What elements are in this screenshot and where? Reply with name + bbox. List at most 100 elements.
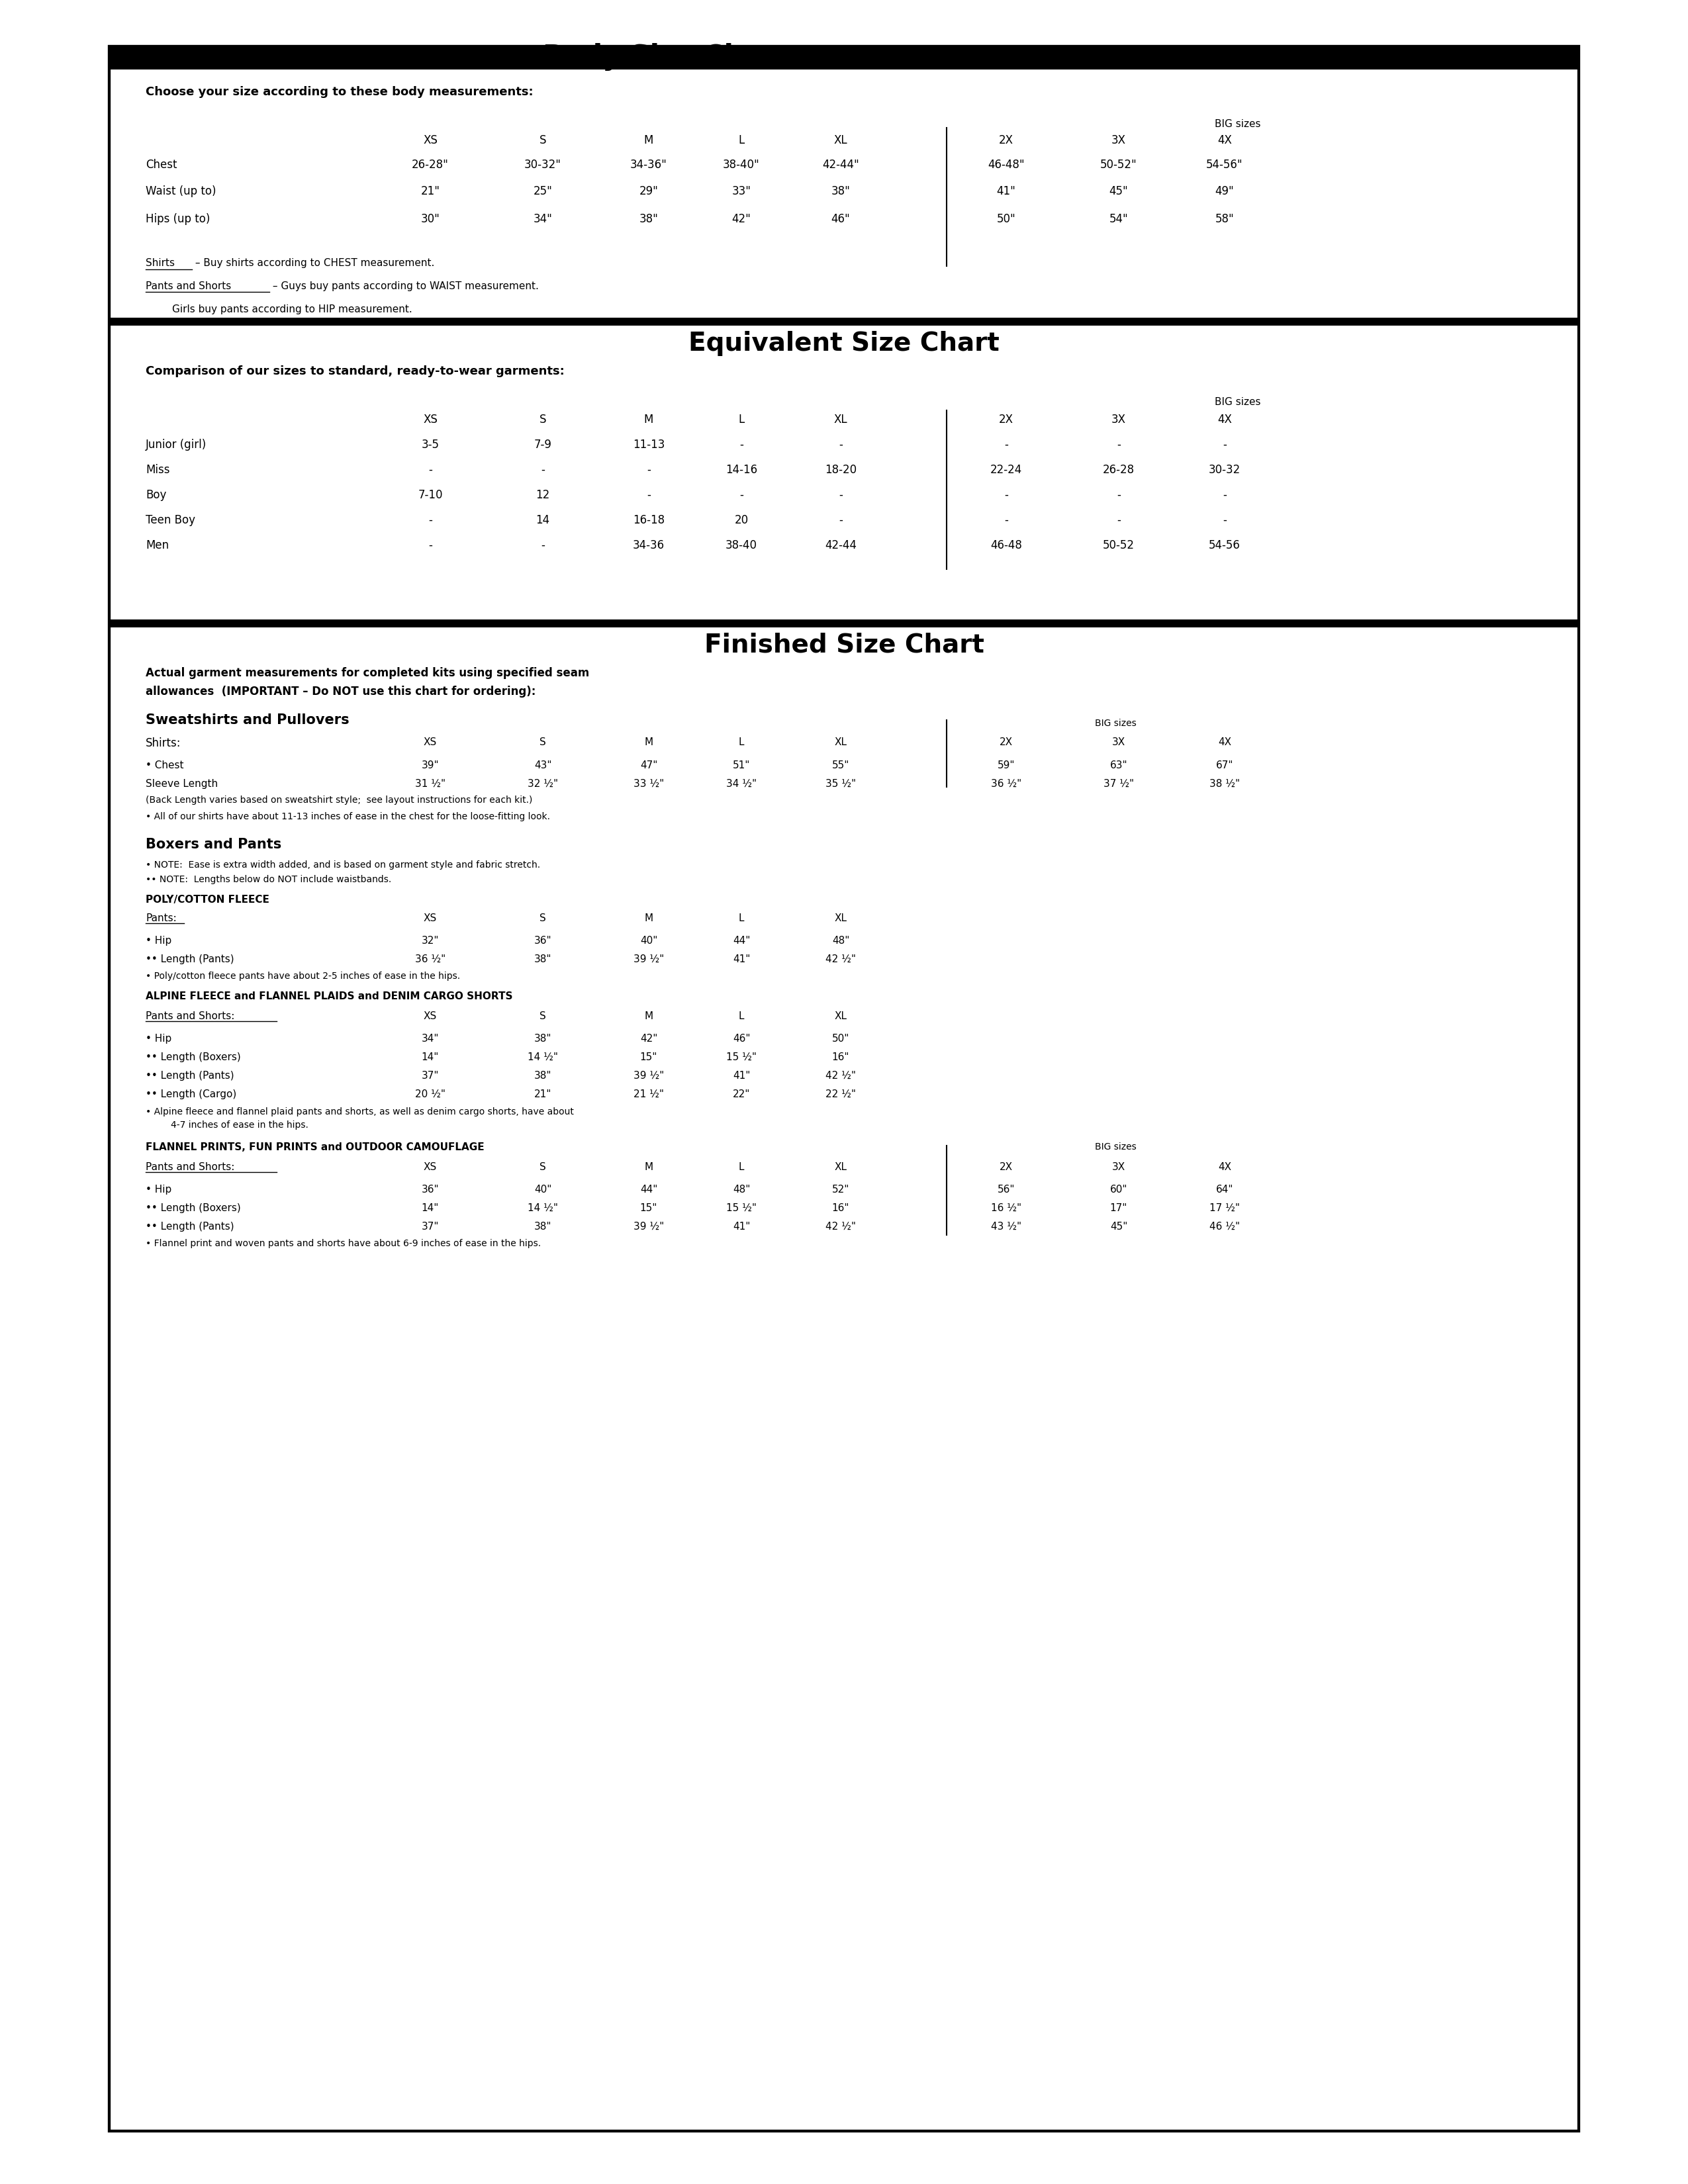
Text: 4X: 4X	[1219, 738, 1231, 747]
Text: -: -	[647, 463, 650, 476]
Text: 46-48": 46-48"	[987, 159, 1025, 170]
Text: 2X: 2X	[999, 135, 1013, 146]
Text: Pants and Shorts:: Pants and Shorts:	[145, 1162, 235, 1173]
Text: 29": 29"	[640, 186, 658, 197]
Text: Teen Boy: Teen Boy	[145, 513, 196, 526]
Text: 42": 42"	[640, 1033, 657, 1044]
Text: M: M	[645, 738, 653, 747]
Text: 46-48: 46-48	[991, 539, 1021, 550]
Text: -: -	[839, 489, 842, 500]
Text: S: S	[540, 738, 545, 747]
Text: 38": 38"	[533, 1033, 552, 1044]
Text: 59": 59"	[998, 760, 1014, 771]
Text: 38": 38"	[533, 954, 552, 965]
Text: 21": 21"	[420, 186, 441, 197]
Text: 33": 33"	[733, 186, 751, 197]
Text: • Poly/cotton fleece pants have about 2-5 inches of ease in the hips.: • Poly/cotton fleece pants have about 2-…	[145, 972, 461, 981]
Text: •• Length (Pants): •• Length (Pants)	[145, 1070, 235, 1081]
Text: POLY/COTTON FLEECE: POLY/COTTON FLEECE	[145, 895, 270, 904]
Text: 26-28: 26-28	[1102, 463, 1134, 476]
Text: 4X: 4X	[1217, 413, 1232, 426]
Text: -: -	[839, 513, 842, 526]
Text: 25": 25"	[533, 186, 552, 197]
Text: 51": 51"	[733, 760, 749, 771]
Text: 46 ½": 46 ½"	[1209, 1221, 1241, 1232]
Text: 16": 16"	[832, 1203, 849, 1212]
Text: 7-9: 7-9	[533, 439, 552, 450]
Text: – Buy shirts according to CHEST measurement.: – Buy shirts according to CHEST measurem…	[192, 258, 434, 269]
Text: XS: XS	[424, 738, 437, 747]
Text: 3X: 3X	[1111, 135, 1126, 146]
Text: •• Length (Boxers): •• Length (Boxers)	[145, 1203, 241, 1212]
Text: 40": 40"	[640, 935, 657, 946]
Text: 32": 32"	[422, 935, 439, 946]
Text: 14-16: 14-16	[726, 463, 758, 476]
Text: 26-28": 26-28"	[412, 159, 449, 170]
Bar	[110, 46, 1578, 70]
Text: XL: XL	[834, 738, 847, 747]
Text: – Guys buy pants according to WAIST measurement.: – Guys buy pants according to WAIST meas…	[270, 282, 538, 290]
Text: Choose your size according to these body measurements:: Choose your size according to these body…	[145, 85, 533, 98]
Text: 49": 49"	[1215, 186, 1234, 197]
Text: XL: XL	[834, 913, 847, 924]
Text: 52": 52"	[832, 1184, 849, 1195]
Text: 34-36: 34-36	[633, 539, 665, 550]
Text: BIG sizes: BIG sizes	[1215, 120, 1261, 129]
Text: • Hip: • Hip	[145, 1184, 172, 1195]
Text: 41": 41"	[996, 186, 1016, 197]
Text: Girls buy pants according to HIP measurement.: Girls buy pants according to HIP measure…	[172, 304, 412, 314]
Text: Haan Crafts: Haan Crafts	[152, 48, 270, 66]
Text: 3X: 3X	[1112, 1162, 1126, 1173]
Text: -: -	[1004, 489, 1008, 500]
Text: •• NOTE:  Lengths below do NOT include waistbands.: •• NOTE: Lengths below do NOT include wa…	[145, 876, 392, 885]
Text: 32 ½": 32 ½"	[528, 780, 559, 788]
Text: FLANNEL PRINTS, FUN PRINTS and OUTDOOR CAMOUFLAGE: FLANNEL PRINTS, FUN PRINTS and OUTDOOR C…	[145, 1142, 484, 1153]
Text: •• Length (Pants): •• Length (Pants)	[145, 954, 235, 965]
Text: 60": 60"	[1111, 1184, 1128, 1195]
Text: 31 ½": 31 ½"	[415, 780, 446, 788]
Text: 67": 67"	[1215, 760, 1234, 771]
Text: 4X: 4X	[1219, 1162, 1231, 1173]
Text: 47": 47"	[640, 760, 657, 771]
Text: S: S	[540, 1011, 545, 1022]
Text: Miss: Miss	[145, 463, 170, 476]
Text: -: -	[429, 539, 432, 550]
Text: L: L	[739, 1011, 744, 1022]
Text: 38": 38"	[640, 214, 658, 225]
Text: 34": 34"	[422, 1033, 439, 1044]
Text: Comparison of our sizes to standard, ready-to-wear garments:: Comparison of our sizes to standard, rea…	[145, 365, 564, 378]
Text: 37": 37"	[422, 1221, 439, 1232]
Text: BIG sizes: BIG sizes	[1215, 397, 1261, 406]
Text: -: -	[739, 489, 743, 500]
Text: XL: XL	[834, 135, 847, 146]
Text: L: L	[739, 1162, 744, 1173]
Text: 41": 41"	[733, 1221, 749, 1232]
Text: 14: 14	[535, 513, 550, 526]
Text: -: -	[1004, 513, 1008, 526]
Text: XL: XL	[834, 413, 847, 426]
Text: 41": 41"	[733, 1070, 749, 1081]
Text: 38-40": 38-40"	[722, 159, 760, 170]
Text: 50-52: 50-52	[1102, 539, 1134, 550]
Text: 38 ½": 38 ½"	[1209, 780, 1241, 788]
Text: XS: XS	[424, 1011, 437, 1022]
Text: 34": 34"	[533, 214, 552, 225]
Text: 45": 45"	[1111, 1221, 1128, 1232]
Text: 14 ½": 14 ½"	[528, 1203, 559, 1212]
Text: 38": 38"	[533, 1070, 552, 1081]
Text: 17": 17"	[1111, 1203, 1128, 1212]
Text: 21 ½": 21 ½"	[633, 1090, 663, 1099]
Text: 12: 12	[535, 489, 550, 500]
Text: 42 ½": 42 ½"	[825, 1070, 856, 1081]
Text: Boxers and Pants: Boxers and Pants	[145, 839, 282, 852]
Text: 34 ½": 34 ½"	[726, 780, 756, 788]
Text: Pants and Shorts:: Pants and Shorts:	[145, 1011, 235, 1022]
Text: 2X: 2X	[999, 738, 1013, 747]
Text: 64": 64"	[1215, 1184, 1234, 1195]
Text: -: -	[1117, 489, 1121, 500]
Text: 17 ½": 17 ½"	[1209, 1203, 1241, 1212]
Text: 39 ½": 39 ½"	[633, 1070, 663, 1081]
Text: 44": 44"	[640, 1184, 657, 1195]
Text: Pants:: Pants:	[145, 913, 177, 924]
Text: 39": 39"	[422, 760, 439, 771]
